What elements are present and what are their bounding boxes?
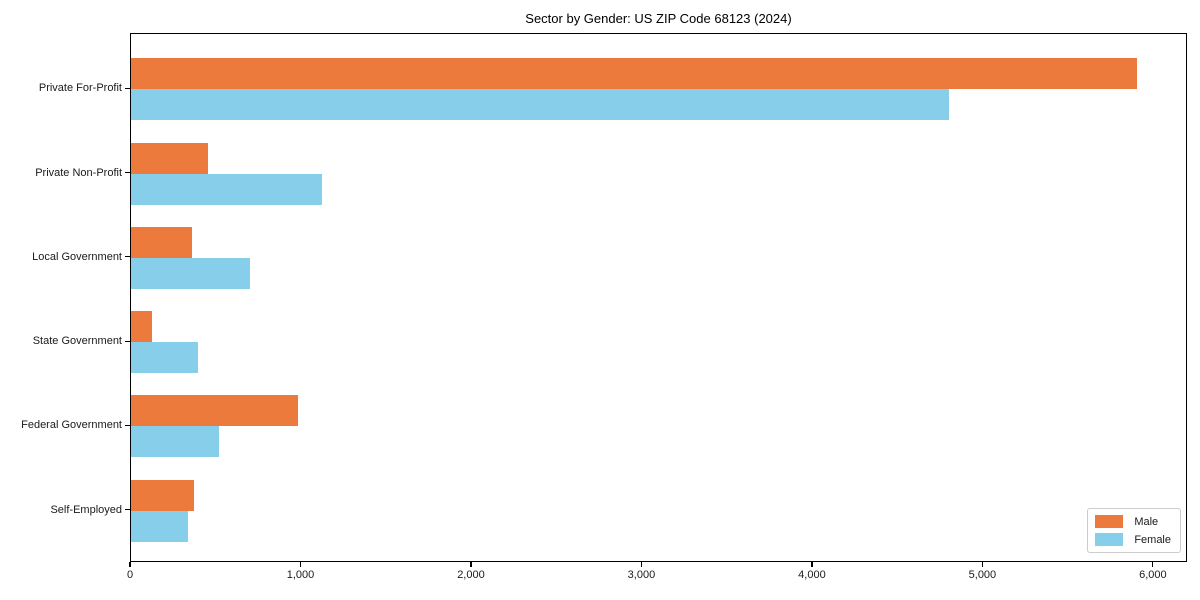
male-color-swatch (1095, 515, 1124, 528)
x-tick-label-6000: 6,000 (1139, 569, 1167, 581)
y-tick-label-state-government: State Government (32, 335, 122, 348)
x-tick-label-3000: 3,000 (627, 569, 656, 581)
bar-female-private-for-profit (131, 89, 950, 121)
y-tick (125, 87, 130, 89)
y-tick-label-local-government: Local Government (32, 250, 122, 263)
x-tick-label-4000: 4,000 (798, 569, 826, 581)
legend-label-female: Female (1134, 533, 1171, 546)
bar-female-local-government (131, 257, 251, 289)
x-tick (129, 562, 131, 567)
legend-item-female: Female (1095, 533, 1171, 546)
y-tick-label-federal-government: Federal Government (21, 419, 122, 432)
x-tick (811, 562, 813, 567)
bar-male-private-for-profit (131, 58, 1137, 90)
plot-area: Male Female (130, 33, 1187, 562)
bar-female-private-non-profit (131, 173, 322, 205)
y-tick-label-private-for-profit: Private For-Profit (38, 82, 122, 95)
bar-male-state-government (131, 311, 153, 343)
bar-male-self-employed (131, 479, 195, 511)
female-color-swatch (1095, 533, 1124, 546)
x-tick-label-5000: 5,000 (968, 569, 997, 581)
x-tick (470, 562, 472, 567)
y-tick-label-self-employed: Self-Employed (50, 503, 122, 516)
y-tick (125, 172, 130, 174)
bar-male-local-government (131, 226, 193, 258)
x-tick-label-0: 0 (126, 569, 134, 581)
legend-item-male: Male (1095, 515, 1171, 528)
bar-male-private-non-profit (131, 142, 208, 174)
y-tick (125, 509, 130, 511)
bar-female-state-government (131, 342, 199, 374)
x-tick (1152, 562, 1154, 567)
y-tick (125, 256, 130, 258)
x-tick (299, 562, 302, 567)
y-tick (125, 340, 130, 342)
x-tick (640, 562, 643, 567)
x-tick-label-2000: 2,000 (457, 569, 485, 581)
y-tick (125, 424, 130, 426)
legend: Male Female (1087, 508, 1181, 553)
bar-female-federal-government (131, 426, 219, 458)
x-tick-label-1000: 1,000 (286, 569, 315, 581)
y-tick-label-private-non-profit: Private Non-Profit (35, 166, 122, 179)
bar-male-federal-government (131, 395, 299, 427)
chart-title: Sector by Gender: US ZIP Code 68123 (202… (525, 11, 792, 26)
x-tick (981, 562, 983, 567)
legend-label-male: Male (1134, 515, 1159, 528)
bar-female-self-employed (131, 510, 189, 542)
